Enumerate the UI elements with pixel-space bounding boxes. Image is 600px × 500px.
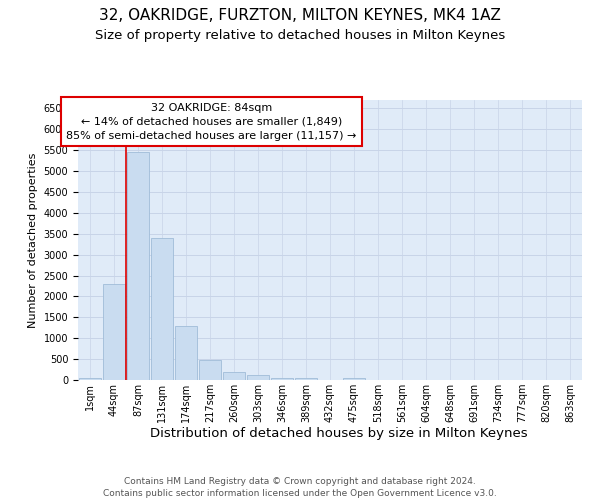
Bar — [127, 152, 149, 380]
Bar — [295, 378, 317, 380]
Bar — [343, 378, 365, 380]
Text: Distribution of detached houses by size in Milton Keynes: Distribution of detached houses by size … — [150, 428, 528, 440]
Bar — [199, 360, 221, 380]
Text: Contains HM Land Registry data © Crown copyright and database right 2024.
Contai: Contains HM Land Registry data © Crown c… — [103, 476, 497, 498]
Bar — [247, 376, 269, 380]
Bar — [175, 326, 197, 380]
Text: Size of property relative to detached houses in Milton Keynes: Size of property relative to detached ho… — [95, 29, 505, 42]
Text: 32, OAKRIDGE, FURZTON, MILTON KEYNES, MK4 1AZ: 32, OAKRIDGE, FURZTON, MILTON KEYNES, MK… — [99, 8, 501, 22]
Y-axis label: Number of detached properties: Number of detached properties — [28, 152, 38, 328]
Bar — [271, 378, 293, 380]
Bar — [79, 378, 101, 380]
Text: 32 OAKRIDGE: 84sqm
← 14% of detached houses are smaller (1,849)
85% of semi-deta: 32 OAKRIDGE: 84sqm ← 14% of detached hou… — [67, 103, 357, 141]
Bar — [151, 238, 173, 380]
Bar — [223, 372, 245, 380]
Bar — [103, 284, 125, 380]
